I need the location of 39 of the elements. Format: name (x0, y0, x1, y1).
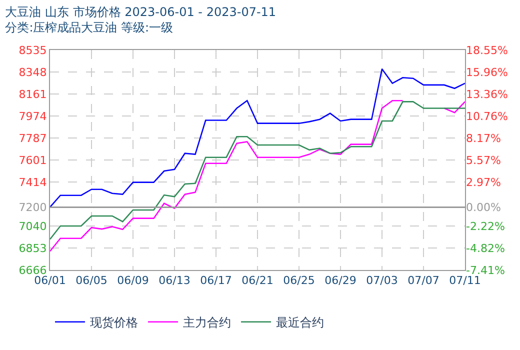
y2-tick-label: 13.36% (466, 88, 508, 101)
y-tick-label: 8348 (18, 66, 47, 79)
y-tick-label: 6666 (18, 264, 47, 277)
y2-tick-label: 0.00% (466, 201, 501, 214)
x-tick-label: 07/03 (366, 274, 398, 288)
x-tick-label: 06/21 (242, 274, 274, 288)
y2-tick-label: -7.41% (466, 264, 505, 277)
y-tick-label: 7974 (18, 110, 47, 123)
x-tick-label: 06/29 (324, 274, 356, 288)
line-series (50, 68, 465, 208)
legend-label: 最近合约 (276, 316, 324, 330)
x-tick-label: 06/13 (158, 274, 190, 288)
chart-title: 大豆油 山东 市场价格 2023-06-01 - 2023-07-11 (5, 4, 276, 19)
chart-subtitle: 分类:压榨成品大豆油 等级:一级 (5, 20, 174, 34)
legend-label: 主力合约 (183, 316, 231, 330)
y-tick-label: 7601 (18, 154, 47, 167)
y2-tick-label: -4.82% (466, 242, 505, 255)
x-tick-label: 06/09 (117, 274, 149, 288)
y2-tick-label: 10.76% (466, 110, 508, 123)
y2-tick-label: 5.57% (466, 154, 501, 167)
y-tick-label: 7787 (18, 132, 47, 145)
y2-tick-label: 8.17% (466, 132, 501, 145)
legend-label: 现货价格 (90, 316, 138, 330)
y-tick-label: 8535 (18, 44, 47, 57)
y-tick-label: 7200 (18, 200, 47, 214)
y2-tick-label: 15.96% (466, 66, 508, 79)
x-tick-label: 06/17 (200, 274, 232, 288)
y-tick-label: 6853 (18, 242, 47, 255)
x-tick-label: 06/01 (34, 274, 66, 288)
x-tick-label: 06/05 (76, 274, 108, 288)
y-tick-label: 7040 (18, 220, 47, 233)
x-tick-label: 06/25 (283, 274, 315, 288)
x-tick-label: 07/11 (449, 274, 481, 288)
y2-tick-label: 18.55% (466, 44, 508, 57)
y-tick-label: 7414 (18, 176, 47, 189)
y2-tick-label: -2.22% (466, 220, 505, 233)
x-tick-label: 07/07 (408, 274, 440, 288)
y2-tick-label: 2.97% (466, 176, 501, 189)
y-tick-label: 8161 (18, 88, 47, 101)
